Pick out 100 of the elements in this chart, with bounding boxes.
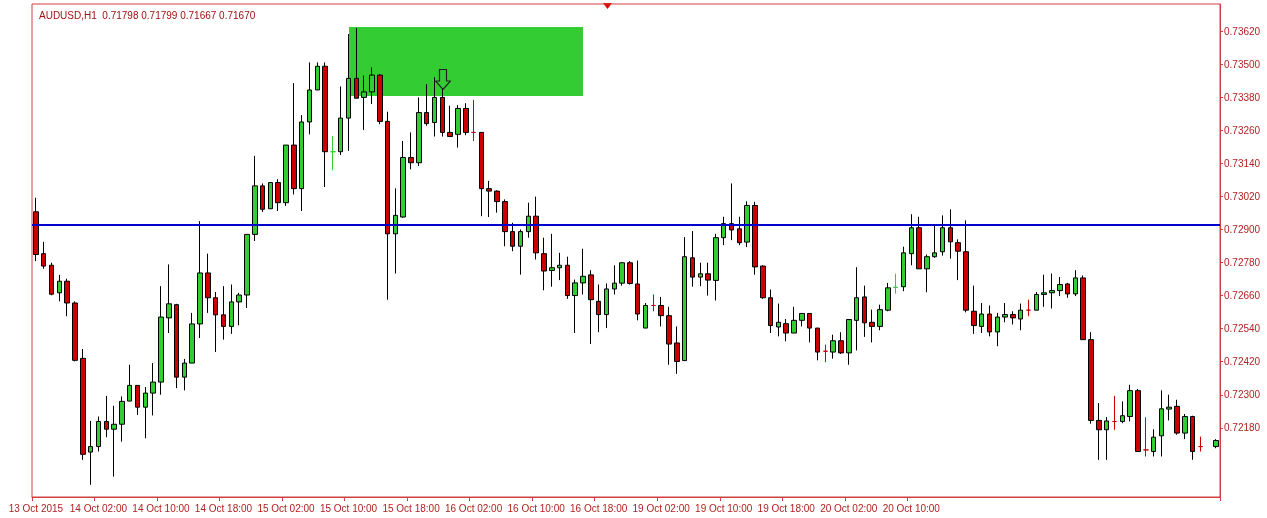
candlestick	[1002, 302, 1008, 323]
candlestick	[88, 420, 93, 486]
candlestick	[174, 303, 179, 389]
candlestick	[135, 384, 140, 416]
candlestick	[119, 395, 125, 443]
candlestick	[572, 279, 578, 334]
candlestick	[72, 300, 78, 362]
candlestick	[338, 85, 343, 156]
candlestick	[1073, 269, 1078, 297]
candlestick	[643, 302, 648, 329]
candlestick	[479, 131, 484, 217]
candlestick	[307, 61, 312, 135]
candlestick	[64, 278, 70, 317]
candlestick	[252, 155, 258, 242]
candlestick	[744, 200, 750, 248]
candlestick	[1213, 438, 1219, 449]
x-tick-label: 19 Oct 10:00	[695, 502, 753, 514]
candlestick	[963, 219, 969, 313]
candlestick	[455, 104, 461, 149]
candlestick	[268, 181, 273, 210]
candlestick	[1159, 389, 1164, 457]
candlestick	[776, 303, 781, 337]
candlestick	[361, 75, 367, 131]
candlestick	[182, 358, 187, 391]
candlestick	[166, 263, 172, 334]
candlestick	[283, 144, 289, 207]
candlestick	[635, 260, 640, 321]
candlestick	[275, 178, 281, 212]
candlestick	[1166, 394, 1172, 421]
candlestick	[463, 102, 469, 136]
candlestick	[315, 61, 320, 91]
candlestick	[916, 216, 922, 270]
candlestick	[260, 182, 265, 213]
candlestick	[705, 262, 711, 297]
candlestick	[385, 111, 390, 301]
candlestick	[885, 282, 891, 312]
candlestick	[49, 262, 54, 296]
candlestick	[57, 274, 62, 302]
y-tick-label: 0.73380	[1224, 91, 1261, 103]
candlestick	[346, 33, 351, 152]
candlestick	[1182, 413, 1188, 440]
candlestick	[815, 327, 820, 361]
candlestick	[1104, 416, 1109, 461]
candlestick	[299, 114, 304, 212]
candlestick	[330, 135, 336, 171]
candlestick	[932, 224, 937, 259]
candlestick	[799, 312, 805, 327]
candlestick	[1151, 428, 1156, 457]
candlestick	[1010, 310, 1016, 325]
y-tick-label: 0.73020	[1224, 190, 1261, 202]
candlestick	[1080, 274, 1086, 341]
candlestick	[807, 312, 812, 343]
candlestick	[1143, 416, 1149, 457]
candlestick	[627, 260, 633, 286]
candlestick	[666, 306, 672, 366]
candlestick	[619, 261, 625, 287]
candlestick	[502, 198, 508, 247]
candlestick	[205, 253, 211, 314]
candlestick	[533, 196, 539, 260]
candlestick	[1088, 331, 1094, 425]
candlestick	[698, 262, 703, 287]
candlestick	[1026, 299, 1031, 317]
candlestick	[229, 284, 234, 335]
y-tick-label: 0.73260	[1224, 124, 1261, 136]
candlestick	[197, 220, 203, 339]
candlestick	[658, 296, 664, 327]
candlestick	[471, 99, 476, 142]
y-tick-label: 0.72660	[1224, 290, 1261, 302]
candlestick	[80, 348, 86, 461]
candlestick	[143, 386, 148, 439]
candlestick	[41, 241, 46, 270]
candlestick	[955, 238, 961, 281]
candlestick	[494, 189, 500, 214]
candlestick	[713, 233, 719, 302]
candlestick	[1127, 384, 1133, 422]
candlestick	[1190, 415, 1195, 461]
x-tick-label: 14 Oct 18:00	[194, 502, 253, 514]
x-tick-label: 15 Oct 18:00	[382, 502, 441, 514]
candlestick	[580, 248, 586, 295]
x-tick-label: 20 Oct 10:00	[882, 502, 941, 514]
candlestick	[940, 214, 945, 257]
x-tick-label: 15 Oct 02:00	[257, 502, 316, 514]
candlestick	[838, 331, 844, 355]
candlestick	[1112, 395, 1117, 431]
candlestick	[877, 304, 883, 331]
candlestick	[846, 319, 852, 366]
candlestick	[682, 236, 687, 362]
candlestick	[221, 285, 226, 341]
y-tick-label: 0.73500	[1224, 58, 1261, 70]
candlestick	[1198, 436, 1203, 453]
candlestick	[416, 96, 422, 167]
x-tick-label: 14 Oct 10:00	[132, 502, 191, 514]
x-tick-label: 20 Oct 02:00	[820, 502, 878, 514]
candlestick	[291, 82, 297, 195]
candlestick	[557, 252, 562, 281]
candlestick	[432, 76, 437, 138]
candlestick	[322, 61, 328, 188]
candlestick	[111, 405, 117, 478]
candlestick	[150, 362, 156, 416]
x-tick-label: 13 Oct 2015	[8, 502, 64, 514]
